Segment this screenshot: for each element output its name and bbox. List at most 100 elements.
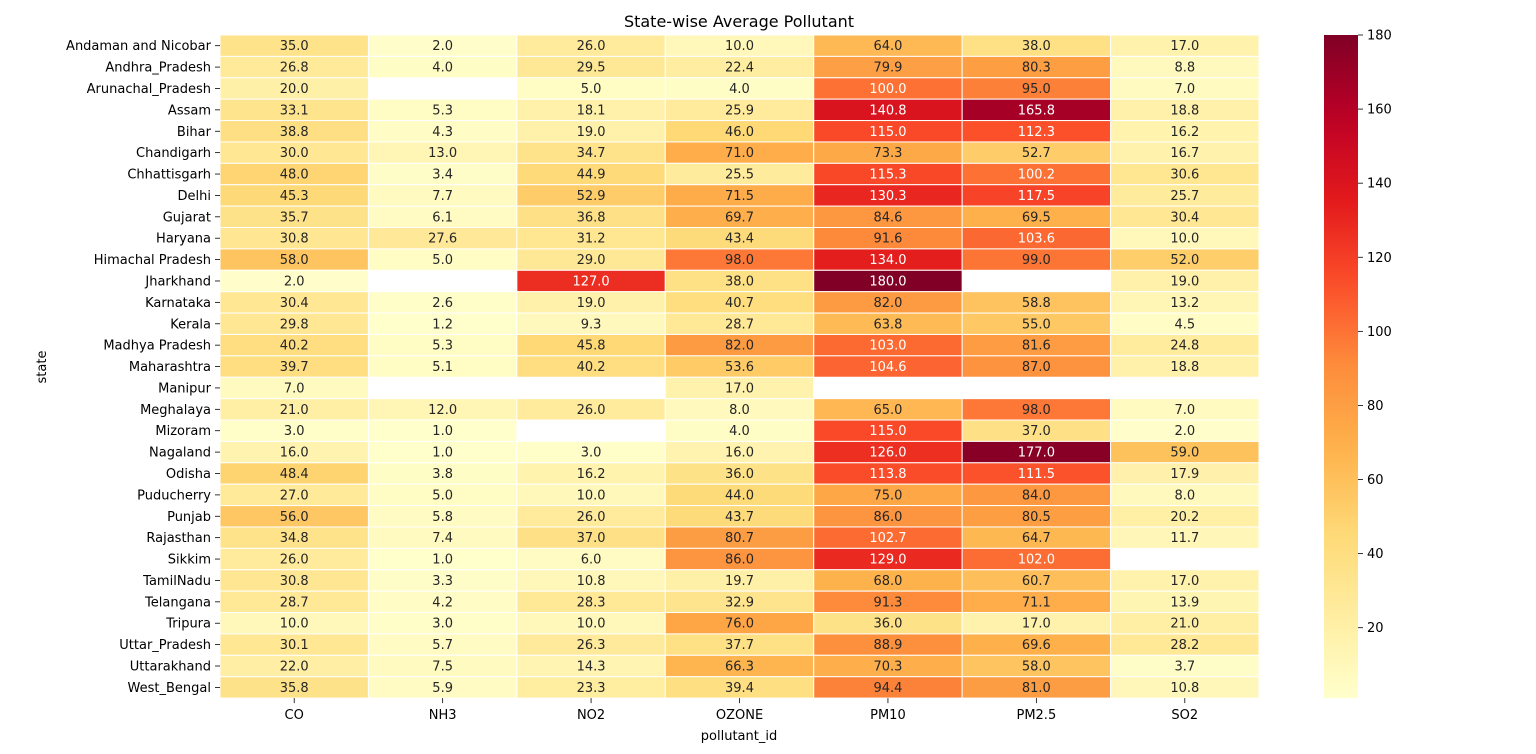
cell-value-label: 69.5 [1022,210,1051,225]
colorbar-tick-label: 160 [1367,103,1392,118]
cell-value-label: 17.0 [725,381,754,396]
cell-value-label: 27.6 [428,232,457,247]
colorbar-tick-label: 80 [1367,399,1384,414]
cell-value-label: 52.9 [577,189,606,204]
cell-value-label: 40.2 [577,360,606,375]
cell-value-label: 2.0 [284,274,305,289]
cell-value-label: 21.0 [1170,617,1199,632]
cell-value-label: 99.0 [1022,253,1051,268]
cell-value-label: 180.0 [869,274,906,289]
state-label: Manipur [158,381,212,396]
cell-value-label: 25.5 [725,168,754,183]
cell-value-label: 18.8 [1170,360,1199,375]
heatmap-cell [1110,355,1260,378]
cell-value-label: 65.0 [873,403,902,418]
cell-value-label: 115.0 [869,125,906,140]
cell-value-label: 36.0 [873,617,902,632]
cell-value-label: 5.1 [432,360,453,375]
cell-value-label: 91.6 [873,232,902,247]
cell-value-label: 36.8 [577,210,606,225]
cell-value-label: 25.7 [1170,189,1199,204]
cell-value-label: 26.3 [577,638,606,653]
cell-value-label: 7.0 [1174,403,1195,418]
cell-value-label: 53.6 [725,360,754,375]
cell-value-label: 31.2 [577,232,606,247]
pollutant-label: PM10 [870,708,906,723]
cell-value-label: 33.1 [280,103,309,118]
cell-value-label: 12.0 [428,403,457,418]
cell-value-label: 52.7 [1022,146,1051,161]
pollutant-label: OZONE [716,708,763,723]
cell-value-label: 98.0 [725,253,754,268]
state-label: Odisha [166,467,211,482]
cell-value-label: 5.0 [581,82,602,97]
cell-value-label: 66.3 [725,660,754,675]
cell-value-label: 10.8 [1170,681,1199,696]
cell-value-label: 103.0 [869,339,906,354]
cell-value-label: 3.7 [1174,660,1195,675]
cell-value-label: 3.0 [432,617,453,632]
cell-value-label: 44.0 [725,488,754,503]
colorbar [1324,35,1358,699]
colorbar-tick-label: 120 [1367,251,1392,266]
cell-value-label: 5.3 [432,103,453,118]
cell-value-label: 79.9 [873,61,902,76]
cell-value-label: 98.0 [1022,403,1051,418]
cell-value-label: 71.0 [725,146,754,161]
cell-value-label: 35.7 [280,210,309,225]
cell-value-label: 16.0 [280,446,309,461]
cell-value-label: 84.6 [873,210,902,225]
cell-value-label: 69.6 [1022,638,1051,653]
cell-value-label: 37.0 [577,531,606,546]
cell-value-label: 10.0 [280,617,309,632]
state-label: Kerala [170,317,211,332]
cell-value-label: 10.0 [1170,232,1199,247]
cell-value-label: 127.0 [572,274,609,289]
state-label: Bihar [177,125,212,140]
cell-value-label: 40.2 [280,339,309,354]
cell-value-label: 17.9 [1170,467,1199,482]
cell-value-label: 13.0 [428,146,457,161]
cell-value-label: 5.0 [432,488,453,503]
state-label: Madhya Pradesh [103,339,211,354]
cell-value-label: 91.3 [873,595,902,610]
cell-value-label: 69.7 [725,210,754,225]
cell-value-label: 8.0 [729,403,750,418]
cell-value-label: 23.3 [577,681,606,696]
cell-value-label: 4.3 [432,125,453,140]
cell-value-label: 4.0 [432,61,453,76]
cell-value-label: 71.5 [725,189,754,204]
cell-value-label: 45.3 [280,189,309,204]
cell-value-label: 16.2 [577,467,606,482]
cell-value-label: 34.8 [280,531,309,546]
cell-value-label: 16.7 [1170,146,1199,161]
cell-value-label: 4.2 [432,595,453,610]
cell-value-label: 28.7 [725,317,754,332]
heatmap-cells: 35.0 2.0 26.0 10.0 64.0 38.0 17.0 26.8 4.0 29.5 22… [219,34,1260,699]
cell-value-label: 100.0 [869,82,906,97]
y-axis-label: state [35,351,50,384]
colorbar-tick-label: 60 [1367,473,1384,488]
cell-value-label: 5.3 [432,339,453,354]
cell-value-label: 28.2 [1170,638,1199,653]
cell-value-label: 5.7 [432,638,453,653]
cell-value-label: 25.9 [725,103,754,118]
cell-value-label: 16.2 [1170,125,1199,140]
cell-value-label: 34.7 [577,146,606,161]
cell-value-label: 21.0 [280,403,309,418]
pollutant-labels: CO NH3 NO2 OZONE PM10 PM2.5 SO2 [285,698,1198,723]
cell-value-label: 27.0 [280,488,309,503]
cell-value-label: 102.0 [1018,553,1055,568]
cell-value-label: 4.0 [729,82,750,97]
cell-value-label: 6.1 [432,210,453,225]
cell-value-label: 88.9 [873,638,902,653]
cell-value-label: 94.4 [873,681,902,696]
state-label: Delhi [178,189,211,204]
cell-value-label: 64.7 [1022,531,1051,546]
colorbar-tick-label: 100 [1367,325,1392,340]
cell-value-label: 52.0 [1170,253,1199,268]
cell-value-label: 112.3 [1018,125,1055,140]
cell-value-label: 22.4 [725,61,754,76]
state-label: Jharkhand [144,274,211,289]
pollutant-label: CO [285,708,304,723]
